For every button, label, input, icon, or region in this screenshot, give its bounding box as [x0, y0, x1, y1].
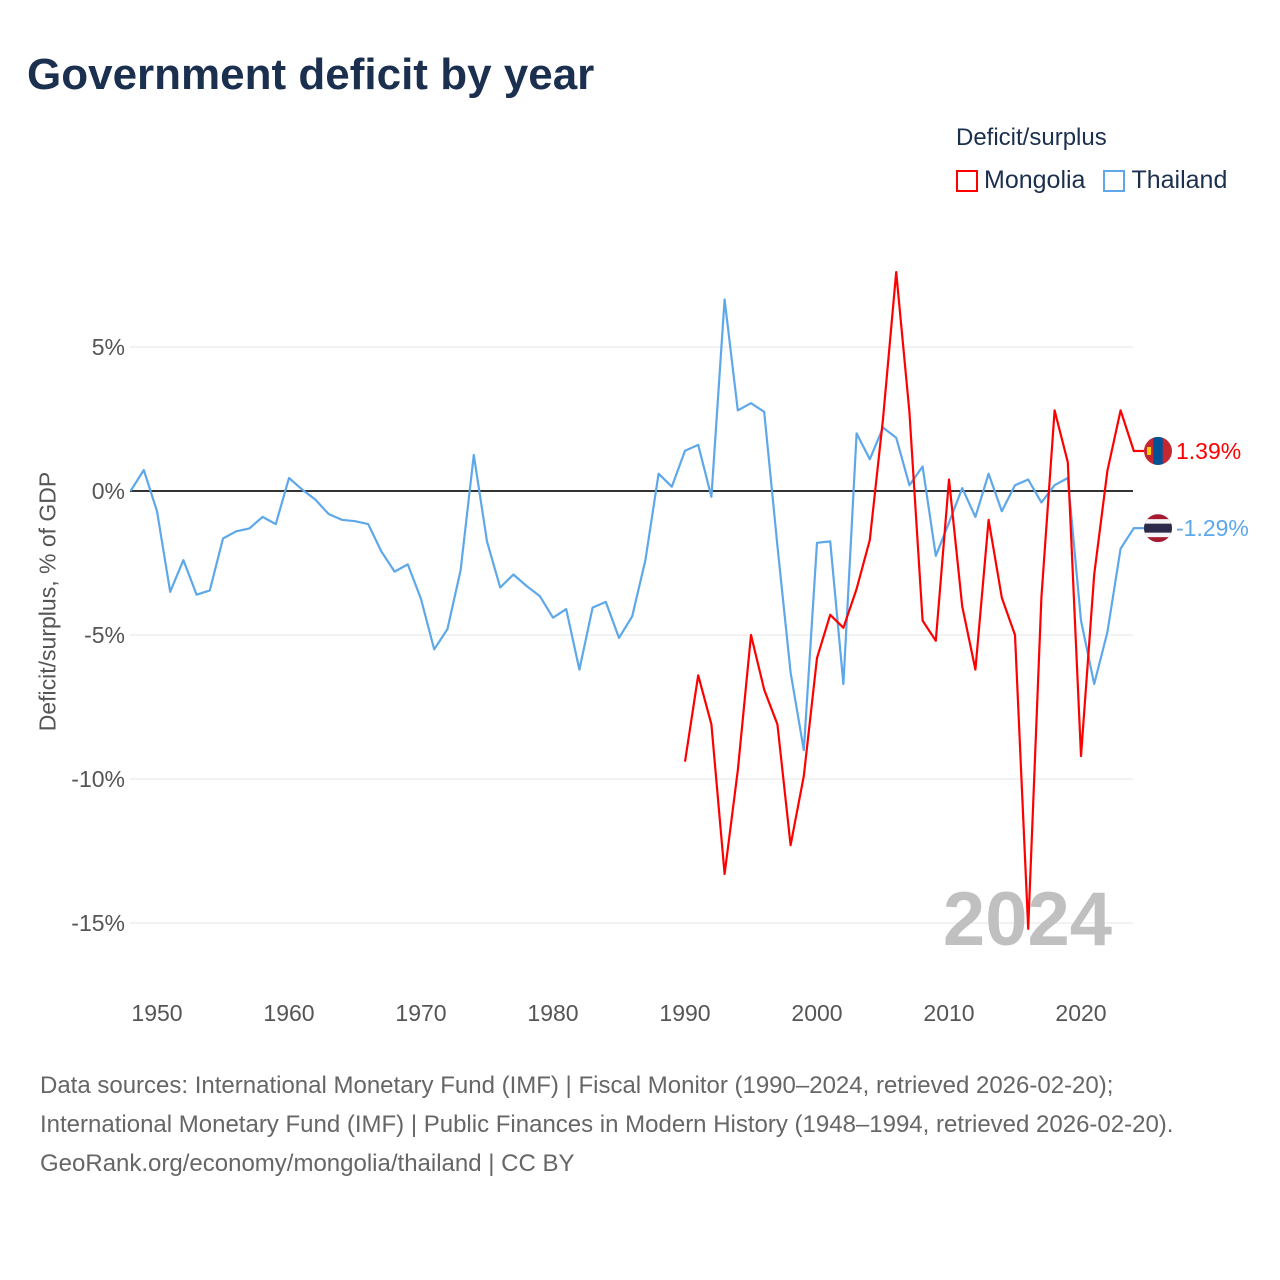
y-tick-label: -15% — [71, 910, 125, 936]
x-tick-label: 1950 — [131, 1000, 182, 1026]
data-sources: Data sources: International Monetary Fun… — [40, 1072, 1174, 1138]
x-tick-label: 1980 — [527, 1000, 578, 1026]
x-tick-label: 1960 — [263, 1000, 314, 1026]
x-tick-label: 2000 — [791, 1000, 842, 1026]
x-tick-label: 2010 — [923, 1000, 974, 1026]
flag-stripe — [1144, 523, 1172, 533]
legend-item-mongolia[interactable]: Mongolia — [956, 166, 1085, 195]
footer: Data sources: International Monetary Fun… — [40, 1066, 1240, 1183]
x-tick-label: 2020 — [1055, 1000, 1106, 1026]
series-line-thailand — [129, 298, 1135, 752]
y-tick-label: -5% — [84, 622, 125, 648]
legend-swatch-mongolia — [956, 169, 978, 192]
end-value-label: -1.29% — [1176, 515, 1249, 541]
flag-emblem — [1147, 446, 1151, 455]
thailand-flag-icon — [1144, 514, 1172, 543]
end-value-label: 1.39% — [1176, 438, 1241, 464]
series-line-mongolia — [683, 271, 1135, 930]
legend-label: Mongolia — [984, 166, 1086, 194]
legend-swatch-thailand — [1103, 169, 1126, 192]
mongolia-flag-icon — [1144, 436, 1172, 465]
credit-link[interactable]: GeoRank.org/economy/mongolia/thailand | … — [40, 1150, 575, 1177]
x-tick-label: 1970 — [395, 1000, 446, 1026]
y-tick-label: -10% — [71, 766, 125, 792]
legend-title: Deficit/surplus — [956, 124, 1107, 151]
legend-label: Thailand — [1131, 166, 1228, 194]
page-title: Government deficit by year — [27, 50, 595, 99]
flag-stripe — [1153, 436, 1163, 465]
y-tick-label: 5% — [92, 334, 125, 360]
legend: Mongolia Thailand — [956, 166, 1227, 195]
y-tick-label: 0% — [92, 478, 125, 504]
x-tick-label: 1990 — [659, 1000, 710, 1026]
legend-item-thailand[interactable]: Thailand — [1103, 166, 1227, 195]
